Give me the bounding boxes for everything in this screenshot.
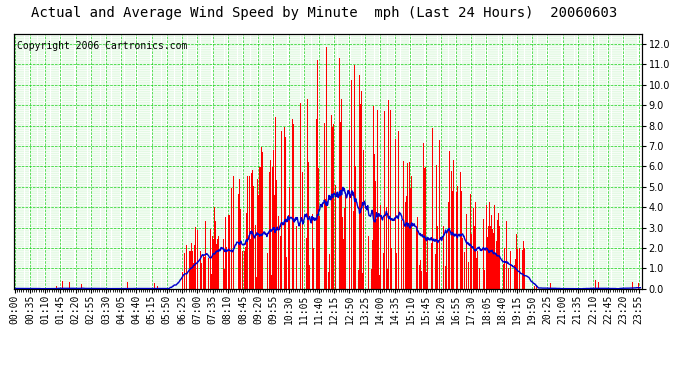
Text: Copyright 2006 Cartronics.com: Copyright 2006 Cartronics.com bbox=[17, 41, 187, 51]
Text: Actual and Average Wind Speed by Minute  mph (Last 24 Hours)  20060603: Actual and Average Wind Speed by Minute … bbox=[31, 6, 618, 20]
